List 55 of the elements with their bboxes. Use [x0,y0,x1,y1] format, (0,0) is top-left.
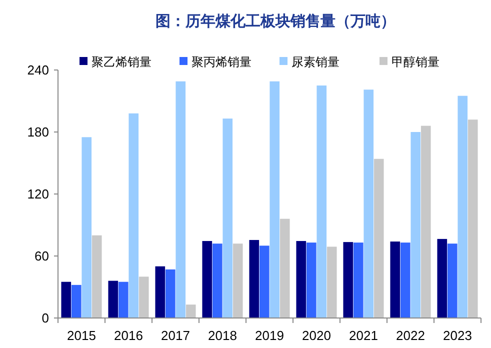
bar [280,218,290,318]
bar [447,244,458,318]
bar [458,96,468,318]
bar [270,81,280,318]
y-tick-label: 120 [27,186,49,202]
bar [420,126,431,318]
bar [61,282,72,318]
bar [165,269,176,318]
bar [296,241,306,318]
bar [400,242,410,318]
bar [326,246,337,318]
y-tick-label: 60 [34,248,49,264]
x-tick-label: 2018 [208,328,237,343]
bar [92,235,102,318]
legend-label: 聚乙烯销量 [92,55,152,69]
bar [468,120,478,318]
bar [155,266,166,318]
x-tick-label: 2017 [161,328,190,343]
legend-label: 聚丙烯销量 [192,55,252,69]
bar [138,276,149,318]
bar [259,246,270,318]
bar [108,280,118,318]
legend-label: 甲醇销量 [392,55,440,69]
bar [176,81,186,318]
y-tick-label: 240 [27,62,49,78]
bar [306,242,316,318]
bar [249,240,260,318]
bar [186,304,196,318]
x-tick-label: 2023 [443,328,472,343]
bar [390,242,400,318]
y-tick-label: 180 [27,124,49,140]
x-tick-label: 2016 [114,328,143,343]
x-tick-label: 2019 [255,328,284,343]
x-tick-label: 2015 [67,328,96,343]
legend-label: 尿素销量 [292,55,340,69]
bar [71,284,82,318]
x-tick-label: 2021 [349,328,378,343]
bar [374,158,384,318]
bar [316,86,327,318]
bar [118,282,128,318]
bar [437,238,448,318]
bar [343,242,354,318]
bar [82,137,92,318]
bar [364,90,374,318]
bar [128,113,139,318]
bar [212,244,222,318]
bar [353,242,364,318]
x-tick-label: 2022 [396,328,425,343]
x-tick-label: 2020 [302,328,331,343]
bar [202,241,212,318]
bar [222,118,233,318]
bar [410,132,421,318]
bar [232,244,243,318]
chart-title: 图：历年煤化工板块销售量（万吨） [156,12,396,30]
y-tick-label: 0 [42,310,49,326]
